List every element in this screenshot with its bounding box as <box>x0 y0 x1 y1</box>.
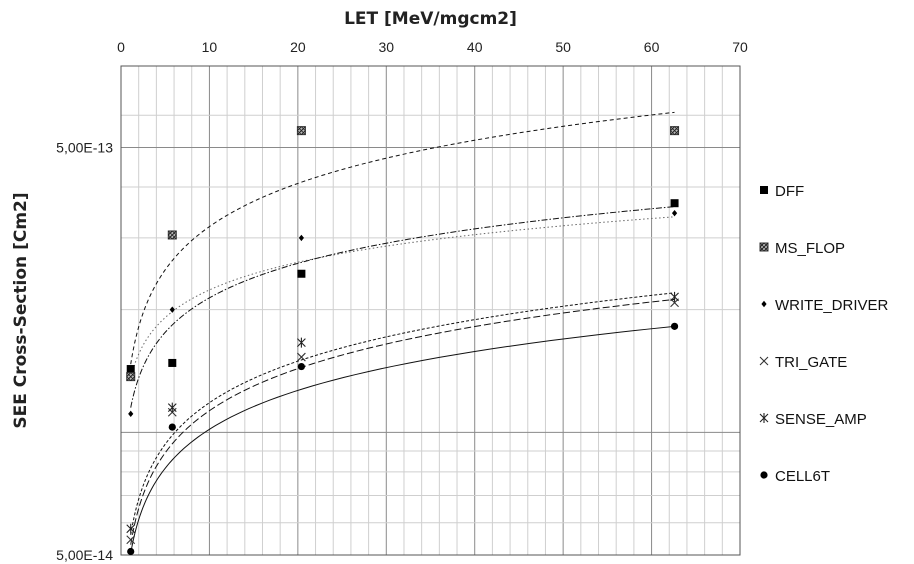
trendline-write-driver <box>130 206 675 408</box>
x-tick-labels: 0 10 20 30 40 50 60 70 <box>117 39 748 55</box>
point-ms-flop <box>167 230 177 240</box>
point-ms-flop <box>296 126 306 136</box>
plot-area-frame <box>120 65 741 556</box>
point-cell6t <box>168 423 176 431</box>
point-sense-amp <box>297 337 306 348</box>
x-tick-label: 30 <box>378 39 394 55</box>
legend-label-ms-flop: MS_FLOP <box>775 240 845 257</box>
x-tick-label: 20 <box>290 39 306 55</box>
point-dff <box>670 199 679 208</box>
legend: DFF MS_FLOP WRITE_DRIVER TRI_GATE SENSE_AMP C… <box>759 183 889 485</box>
data-points <box>126 126 680 556</box>
legend-label-dff: DFF <box>775 183 804 200</box>
legend-marker-write-driver <box>761 300 767 308</box>
trendline-dff <box>130 216 675 379</box>
x-tick-label: 0 <box>117 39 125 55</box>
x-tick-label: 60 <box>644 39 660 55</box>
y-tick-label: 5,00E-13 <box>56 140 113 156</box>
point-write-driver <box>298 234 304 242</box>
point-write-driver <box>128 410 134 418</box>
legend-marker-ms-flop <box>759 242 769 252</box>
point-dff <box>126 365 135 374</box>
point-sense-amp <box>670 291 679 302</box>
trendlines <box>130 111 675 554</box>
point-write-driver <box>169 306 175 313</box>
x-tick-label: 40 <box>467 39 483 55</box>
grid <box>120 66 741 556</box>
trendline-ms-flop <box>130 111 675 365</box>
point-sense-amp <box>126 523 136 534</box>
legend-item-write-driver: WRITE_DRIVER <box>761 297 889 314</box>
point-cell6t <box>670 322 679 330</box>
point-ms-flop <box>126 372 136 382</box>
legend-marker-dff <box>760 186 768 194</box>
legend-marker-cell6t <box>760 471 768 479</box>
point-write-driver <box>671 209 678 217</box>
legend-label-write-driver: WRITE_DRIVER <box>775 297 889 314</box>
x-tick-label: 50 <box>555 39 571 55</box>
y-tick-labels: 5,00E-14 5,00E-13 <box>56 140 113 564</box>
legend-label-cell6t: CELL6T <box>775 468 830 485</box>
legend-marker-tri-gate <box>759 356 769 366</box>
legend-label-sense-amp: SENSE_AMP <box>775 411 867 428</box>
legend-item-sense-amp: SENSE_AMP <box>759 411 867 428</box>
x-tick-label: 10 <box>202 39 218 55</box>
trendline-sense-amp <box>130 292 675 536</box>
trendline-cell6t <box>130 325 675 554</box>
legend-item-dff: DFF <box>760 183 804 200</box>
point-ms-flop <box>670 126 680 136</box>
x-axis-title: LET [MeV/mgcm2] <box>344 9 517 29</box>
legend-marker-sense-amp <box>759 413 769 423</box>
point-tri-gate <box>297 352 306 362</box>
trendline-tri-gate <box>130 298 675 545</box>
point-tri-gate <box>126 535 136 545</box>
point-dff <box>297 269 306 278</box>
legend-item-cell6t: CELL6T <box>760 468 830 485</box>
legend-item-ms-flop: MS_FLOP <box>759 240 845 257</box>
y-tick-label: 5,00E-14 <box>56 547 113 563</box>
x-tick-label: 70 <box>732 39 748 55</box>
point-sense-amp <box>167 402 177 413</box>
point-cell6t <box>127 547 135 556</box>
legend-label-tri-gate: TRI_GATE <box>775 354 847 371</box>
point-dff <box>168 358 177 367</box>
legend-item-tri-gate: TRI_GATE <box>759 354 847 371</box>
point-cell6t <box>297 362 305 371</box>
y-axis-title: SEE Cross-Section [Cm2] <box>11 192 31 428</box>
